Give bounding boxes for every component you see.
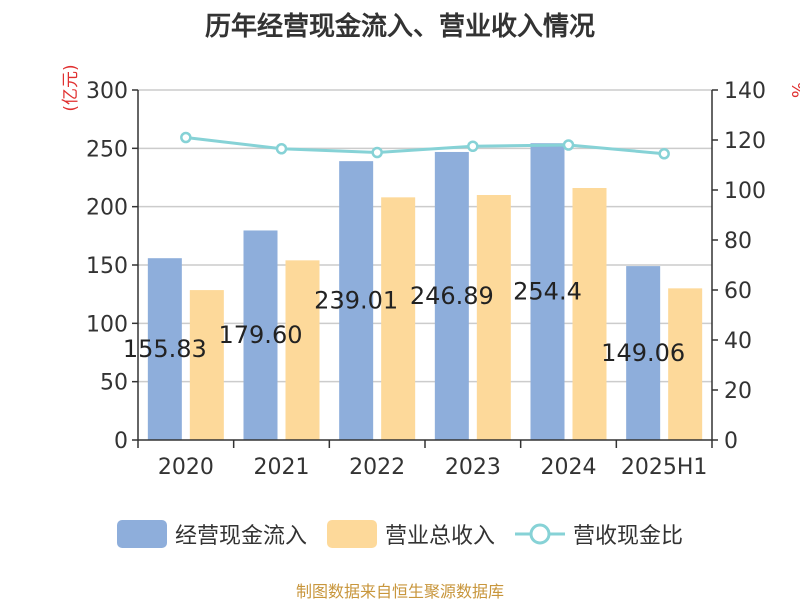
- right-tick-label: 20: [724, 379, 752, 404]
- right-tick-label: 60: [724, 279, 752, 304]
- bar-revenue: [381, 197, 416, 440]
- ratio-point: [658, 148, 670, 160]
- data-label-cash: 246.89: [410, 282, 494, 310]
- bar-revenue: [476, 195, 511, 440]
- legend-swatch-cash: [116, 520, 167, 548]
- source-note: 制图数据来自恒生聚源数据库: [295, 582, 504, 601]
- bar-revenue: [189, 290, 224, 440]
- left-tick-label: 200: [86, 196, 128, 221]
- ratio-point: [180, 131, 192, 144]
- bar-revenue: [285, 260, 320, 440]
- right-tick-label: 140: [724, 79, 766, 104]
- bar-cash: [530, 143, 565, 440]
- left-tick-label: 300: [86, 79, 128, 104]
- legend-label-ratio: 营收现金比: [573, 524, 684, 549]
- left-tick-label: 100: [86, 312, 128, 337]
- right-tick-label: 80: [724, 229, 752, 254]
- legend-item-ratio[interactable]: 营收现金比: [515, 518, 683, 550]
- data-label-cash: 239.01: [314, 287, 398, 315]
- ratio-point: [467, 140, 479, 152]
- left-tick-label: 150: [86, 254, 128, 279]
- legend-item-revenue[interactable]: 营业总收入: [326, 518, 495, 550]
- x-tick-label: 2021: [254, 455, 310, 480]
- x-tick-label: 2025H1: [621, 455, 708, 480]
- left-tick-label: 0: [114, 429, 128, 454]
- ratio-line: [185, 136, 665, 156]
- ratio-point: [371, 146, 383, 159]
- legend-label-cash: 经营现金流入: [174, 524, 307, 549]
- data-label-cash: 149.06: [601, 339, 685, 367]
- x-tick-label: 2022: [349, 455, 405, 480]
- legend-label-revenue: 营业总收入: [384, 524, 495, 549]
- right-tick-label: 40: [724, 329, 752, 354]
- x-tick-label: 2024: [541, 455, 597, 480]
- left-axis-unit: (亿元): [61, 64, 81, 111]
- legend-swatch-ratio: [515, 523, 565, 545]
- ratio-point: [562, 139, 575, 151]
- chart-title: 历年经营现金流入、营业收入情况: [204, 12, 595, 42]
- right-tick-label: 120: [724, 129, 766, 154]
- bar-cash: [147, 258, 182, 440]
- bar-cash: [339, 161, 374, 440]
- data-label-cash: 254.4: [513, 278, 582, 306]
- bar-revenue: [572, 188, 607, 440]
- legend-item-cash[interactable]: 经营现金流入: [116, 518, 307, 550]
- left-tick-label: 250: [86, 137, 128, 162]
- right-tick-label: 0: [724, 429, 738, 454]
- right-axis-unit: %: [787, 82, 800, 98]
- bar-cash: [626, 266, 661, 440]
- x-tick-label: 2020: [158, 455, 214, 480]
- left-tick-label: 50: [100, 371, 128, 396]
- legend-swatch-revenue: [326, 520, 377, 548]
- ratio-point: [275, 143, 288, 155]
- bar-revenue: [668, 288, 703, 440]
- data-label-cash: 155.83: [123, 335, 207, 363]
- data-label-cash: 179.60: [219, 321, 303, 349]
- bar-cash: [434, 151, 469, 440]
- legend: 经营现金流入 营业总收入 营收现金比: [0, 516, 800, 552]
- right-tick-label: 100: [724, 179, 766, 204]
- bar-cash: [243, 230, 278, 440]
- x-tick-label: 2023: [445, 455, 501, 480]
